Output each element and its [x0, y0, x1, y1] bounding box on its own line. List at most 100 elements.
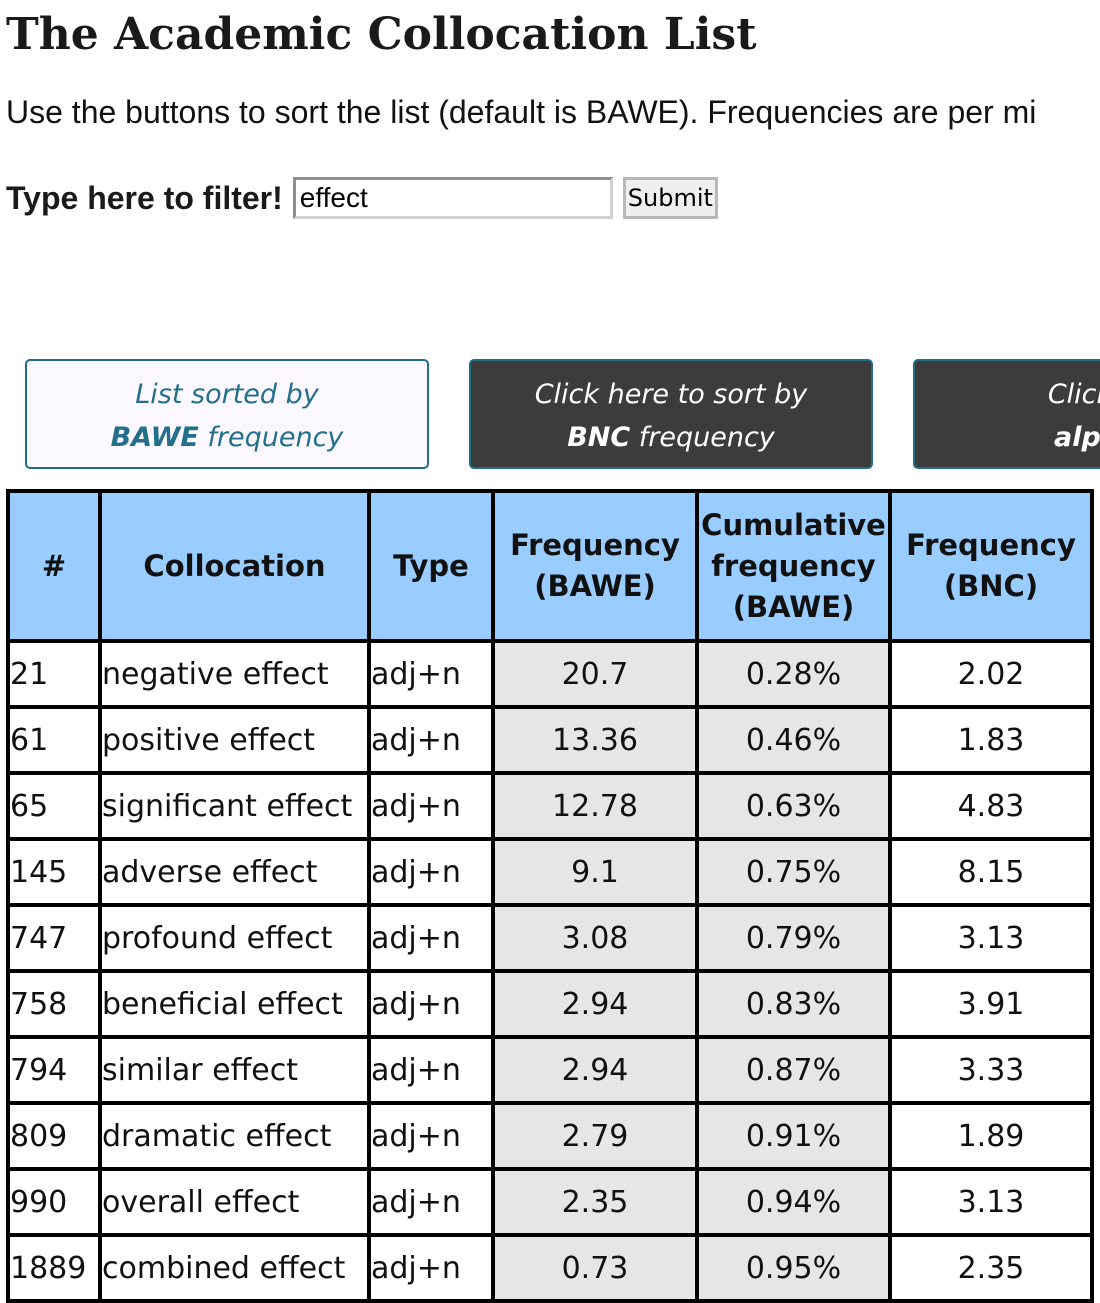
cell-frequency-bnc: 1.83 [888, 705, 1094, 775]
table-row: 809 dramatic effect adj+n 2.79 0.91% 1.8… [6, 1101, 1094, 1171]
header-cumulative-line1: Cumulative [701, 507, 886, 542]
cell-num: 21 [6, 639, 102, 709]
table-row: 65 significant effect adj+n 12.78 0.63% … [6, 771, 1094, 841]
cell-frequency-bnc: 8.15 [888, 837, 1094, 907]
cell-frequency-bawe: 2.94 [491, 969, 699, 1039]
cell-cumulative-bawe: 0.46% [695, 705, 892, 775]
cell-frequency-bawe: 2.94 [491, 1035, 699, 1105]
cell-type: adj+n [367, 903, 495, 973]
table-row: 758 beneficial effect adj+n 2.94 0.83% 3… [6, 969, 1094, 1039]
header-cumulative-line3: (BAWE) [732, 589, 855, 624]
table-header-row: # Collocation Type Frequency (BAWE) Cumul… [6, 489, 1094, 643]
filter-label-text: Type here to filter [6, 179, 273, 216]
header-num: # [6, 489, 102, 643]
cell-num: 794 [6, 1035, 102, 1105]
cell-num: 65 [6, 771, 102, 841]
cell-type: adj+n [367, 969, 495, 1039]
cell-frequency-bnc: 4.83 [888, 771, 1094, 841]
cell-frequency-bnc: 3.13 [888, 903, 1094, 973]
cell-frequency-bawe: 20.7 [491, 639, 699, 709]
cell-collocation: overall effect [98, 1167, 371, 1237]
cell-cumulative-bawe: 0.87% [695, 1035, 892, 1105]
cell-cumulative-bawe: 0.94% [695, 1167, 892, 1237]
header-frequency-bawe-line1: Frequency [510, 528, 680, 562]
cell-cumulative-bawe: 0.28% [695, 639, 892, 709]
cell-collocation: beneficial effect [98, 969, 371, 1039]
sort-alpha-line2: alphabe [915, 416, 1100, 459]
cell-type: adj+n [367, 771, 495, 841]
cell-type: adj+n [367, 1101, 495, 1171]
page-title: The Academic Collocation List [6, 9, 757, 60]
table-row: 794 similar effect adj+n 2.94 0.87% 3.33 [6, 1035, 1094, 1105]
cell-type: adj+n [367, 1233, 495, 1303]
header-frequency-bawe: Frequency (BAWE) [491, 489, 699, 643]
cell-frequency-bawe: 2.35 [491, 1167, 699, 1237]
cell-cumulative-bawe: 0.83% [695, 969, 892, 1039]
header-frequency-bnc-line1: Frequency [906, 528, 1076, 562]
filter-input[interactable] [292, 177, 613, 219]
cell-frequency-bawe: 0.73 [491, 1233, 699, 1303]
intro-text: Use the buttons to sort the list (defaul… [6, 94, 1037, 130]
table-row: 747 profound effect adj+n 3.08 0.79% 3.1… [6, 903, 1094, 973]
cell-frequency-bawe: 2.79 [491, 1101, 699, 1171]
sort-bnc-button[interactable]: Click here to sort by BNC frequency [469, 359, 873, 469]
cell-frequency-bnc: 2.35 [888, 1233, 1094, 1303]
table-row: 990 overall effect adj+n 2.35 0.94% 3.13 [6, 1167, 1094, 1237]
table-row: 1889 combined effect adj+n 0.73 0.95% 2.… [6, 1233, 1094, 1303]
submit-button[interactable]: Submit [622, 177, 718, 219]
sort-bnc-line1: Click here to sort by [534, 379, 808, 410]
cell-frequency-bawe: 13.36 [491, 705, 699, 775]
cell-cumulative-bawe: 0.63% [695, 771, 892, 841]
sort-bawe-rest: frequency [198, 422, 344, 453]
header-frequency-bawe-line2: (BAWE) [534, 569, 656, 603]
cell-type: adj+n [367, 1035, 495, 1105]
cell-num: 990 [6, 1167, 102, 1237]
cell-frequency-bawe: 3.08 [491, 903, 699, 973]
collocation-table: # Collocation Type Frequency (BAWE) Cumul… [6, 489, 1094, 1303]
header-type: Type [367, 489, 495, 643]
cell-collocation: positive effect [98, 705, 371, 775]
cell-cumulative-bawe: 0.79% [695, 903, 892, 973]
cell-frequency-bnc: 3.13 [888, 1167, 1094, 1237]
cell-frequency-bnc: 2.02 [888, 639, 1094, 709]
sort-alpha-button[interactable]: Click here alphabe [913, 359, 1100, 469]
cell-frequency-bawe: 9.1 [491, 837, 699, 907]
sort-bawe-strong: BAWE [110, 422, 199, 453]
sort-alpha-line1: Click here [1047, 379, 1100, 410]
cell-collocation: significant effect [98, 771, 371, 841]
cell-type: adj+n [367, 1167, 495, 1237]
sort-bawe-line2: BAWE frequency [27, 416, 427, 459]
cell-frequency-bnc: 3.91 [888, 969, 1094, 1039]
table-row: 145 adverse effect adj+n 9.1 0.75% 8.15 [6, 837, 1094, 907]
cell-num: 61 [6, 705, 102, 775]
cell-collocation: profound effect [98, 903, 371, 973]
filter-label: Type here to filter! [6, 180, 283, 217]
cell-type: adj+n [367, 639, 495, 709]
header-collocation: Collocation [98, 489, 371, 643]
table-row: 21 negative effect adj+n 20.7 0.28% 2.02 [6, 639, 1094, 709]
cell-cumulative-bawe: 0.95% [695, 1233, 892, 1303]
cell-cumulative-bawe: 0.91% [695, 1101, 892, 1171]
cell-num: 809 [6, 1101, 102, 1171]
sort-bnc-strong: BNC [567, 422, 631, 453]
cell-num: 1889 [6, 1233, 102, 1303]
cell-collocation: combined effect [98, 1233, 371, 1303]
header-frequency-bnc-line2: (BNC) [943, 569, 1039, 603]
collocation-table-wrap: # Collocation Type Frequency (BAWE) Cumul… [6, 489, 1094, 1303]
cell-frequency-bnc: 3.33 [888, 1035, 1094, 1105]
header-cumulative-line2: frequency [711, 548, 876, 583]
sort-bawe-line1: List sorted by [135, 379, 319, 410]
sort-bawe-current-button[interactable]: List sorted by BAWE frequency [25, 359, 429, 469]
cell-collocation: adverse effect [98, 837, 371, 907]
cell-num: 747 [6, 903, 102, 973]
cell-cumulative-bawe: 0.75% [695, 837, 892, 907]
sort-alpha-strong: alphabe [1054, 422, 1100, 453]
cell-collocation: similar effect [98, 1035, 371, 1105]
filter-label-exclaim: ! [272, 179, 283, 216]
header-cumulative-bawe: Cumulative frequency (BAWE) [695, 489, 892, 643]
sort-bnc-rest: frequency [630, 422, 775, 453]
cell-type: adj+n [367, 705, 495, 775]
cell-type: adj+n [367, 837, 495, 907]
sort-bnc-line2: BNC frequency [471, 416, 871, 459]
